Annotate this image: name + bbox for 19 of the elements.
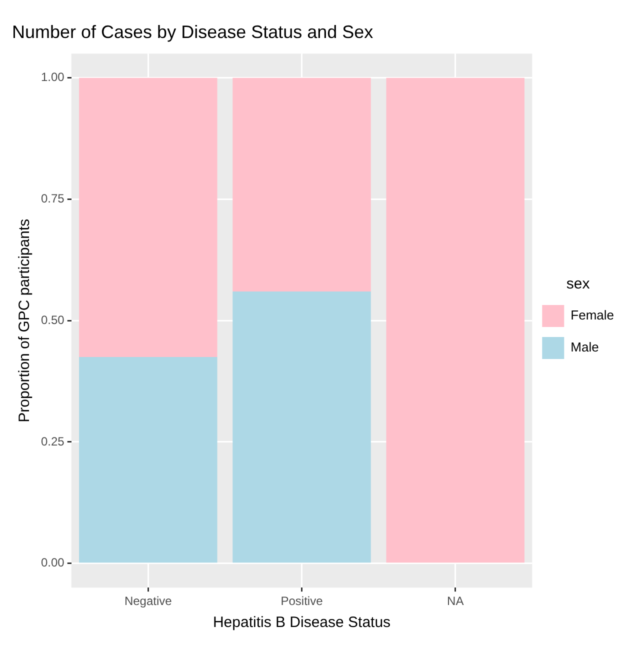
y-tick-label: 0.75 bbox=[40, 192, 65, 206]
y-axis-title: Proportion of GPC participants bbox=[16, 218, 34, 422]
chart-title: Number of Cases by Disease Status and Sex bbox=[12, 22, 374, 42]
y-tick-label: 1.00 bbox=[40, 70, 65, 84]
bar bbox=[79, 357, 218, 563]
bar bbox=[232, 291, 371, 563]
legend-title: sex bbox=[566, 276, 590, 293]
y-tick-label: 0.25 bbox=[40, 434, 65, 448]
y-tick-label: 0.00 bbox=[40, 556, 65, 570]
legend-label: Female bbox=[570, 308, 614, 323]
x-tick-label: Negative bbox=[124, 594, 172, 608]
bar bbox=[79, 78, 218, 358]
bar bbox=[386, 78, 524, 563]
legend-label: Male bbox=[570, 340, 599, 355]
y-tick-label: 0.50 bbox=[40, 312, 65, 327]
bar bbox=[232, 78, 371, 292]
x-tick-label: NA bbox=[447, 594, 464, 608]
x-axis-title: Hepatitis B Disease Status bbox=[212, 614, 391, 632]
x-tick-label: Positive bbox=[280, 594, 324, 608]
